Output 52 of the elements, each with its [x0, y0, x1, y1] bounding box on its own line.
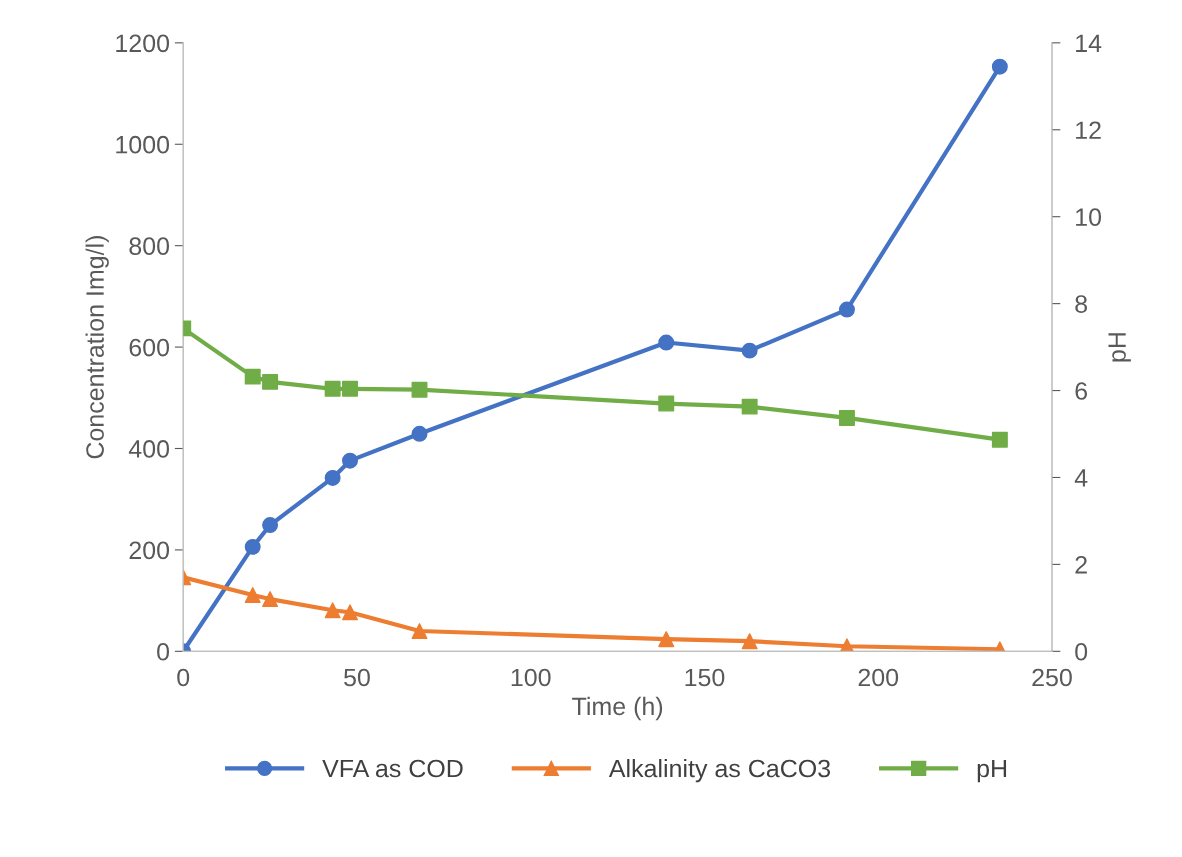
point	[244, 587, 261, 604]
point	[324, 469, 341, 486]
y-tick-label: 600	[129, 338, 170, 357]
y-tick-label: 1200	[116, 34, 170, 53]
y2-tick-label: 0	[1075, 642, 1088, 661]
point	[658, 631, 675, 648]
y-tick-label: 0	[157, 642, 170, 661]
point	[741, 342, 758, 359]
x-tick-label: 200	[858, 668, 899, 687]
point	[324, 380, 341, 397]
point	[741, 633, 758, 650]
point	[244, 368, 261, 385]
x-tick-label: 250	[1032, 668, 1072, 687]
y2-tick-label: 2	[1075, 556, 1087, 574]
point	[991, 431, 1008, 448]
y2-tick-label: 6	[1075, 382, 1088, 400]
y-tick-label: 200	[129, 541, 170, 560]
legend-label: pH	[977, 759, 1007, 783]
legend-label: VFA as COD	[322, 759, 463, 778]
point	[658, 334, 675, 351]
y-tick-label: 800	[129, 237, 170, 255]
point	[991, 58, 1008, 75]
point	[411, 425, 428, 442]
point	[741, 398, 758, 415]
legend-label: Alkalinity as CaCO3	[608, 759, 831, 783]
point	[838, 409, 855, 426]
y2-tick-label: 14	[1076, 34, 1102, 52]
point	[244, 538, 261, 555]
point	[838, 301, 855, 318]
point	[262, 517, 279, 534]
point	[324, 602, 341, 619]
x-tick-label: 0	[177, 668, 190, 687]
point	[342, 380, 358, 397]
y2-tick-label: 8	[1075, 295, 1088, 313]
x-axis-title: Time (h)	[572, 696, 663, 721]
y2-tick-label: 10	[1076, 208, 1102, 226]
point	[262, 591, 279, 608]
point	[411, 381, 428, 398]
point	[658, 395, 675, 412]
y2-tick-label: 4	[1074, 469, 1088, 487]
y-tick-label: 400	[128, 440, 170, 458]
x-tick-label: 100	[511, 668, 551, 687]
point	[262, 373, 279, 390]
y-tick-label: 1000	[116, 135, 170, 154]
point	[342, 604, 358, 621]
point	[342, 452, 358, 469]
x-tick-label: 150	[685, 668, 725, 687]
y2-tick-label: 12	[1076, 121, 1101, 139]
y-axis-title: Concentration Img/l)	[85, 236, 109, 459]
y2-axis-title: pH	[1108, 333, 1131, 362]
point	[411, 623, 428, 640]
x-tick-label: 50	[344, 668, 370, 687]
